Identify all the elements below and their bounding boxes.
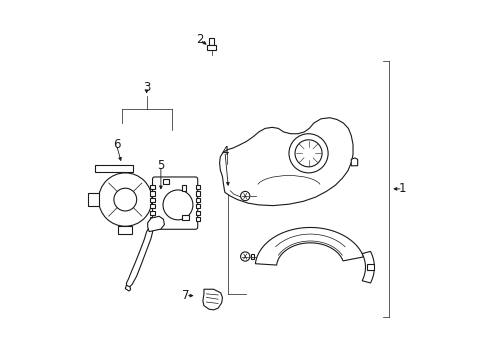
Text: 6: 6 bbox=[112, 138, 120, 151]
Polygon shape bbox=[181, 185, 185, 191]
Circle shape bbox=[240, 252, 249, 261]
Polygon shape bbox=[195, 192, 200, 195]
Polygon shape bbox=[250, 255, 254, 259]
Polygon shape bbox=[150, 204, 154, 208]
Polygon shape bbox=[95, 165, 133, 172]
Polygon shape bbox=[118, 226, 132, 234]
Polygon shape bbox=[125, 285, 130, 291]
Polygon shape bbox=[350, 158, 357, 166]
Polygon shape bbox=[163, 179, 168, 184]
Polygon shape bbox=[147, 216, 164, 231]
Circle shape bbox=[114, 188, 137, 211]
Polygon shape bbox=[181, 215, 188, 220]
Text: 7: 7 bbox=[182, 289, 189, 302]
Polygon shape bbox=[150, 192, 154, 195]
Polygon shape bbox=[195, 217, 200, 221]
Polygon shape bbox=[126, 227, 152, 288]
Text: 5: 5 bbox=[157, 159, 164, 172]
Polygon shape bbox=[207, 45, 216, 50]
Circle shape bbox=[240, 192, 249, 201]
Polygon shape bbox=[195, 204, 200, 208]
Polygon shape bbox=[209, 38, 214, 45]
Polygon shape bbox=[195, 198, 200, 202]
Polygon shape bbox=[203, 289, 222, 310]
Polygon shape bbox=[150, 217, 154, 221]
Polygon shape bbox=[366, 264, 374, 270]
Text: 1: 1 bbox=[398, 183, 406, 195]
Polygon shape bbox=[195, 185, 200, 189]
Polygon shape bbox=[150, 198, 154, 202]
Circle shape bbox=[288, 134, 327, 173]
Polygon shape bbox=[88, 193, 99, 206]
Polygon shape bbox=[195, 211, 200, 215]
Text: 3: 3 bbox=[142, 81, 150, 94]
Polygon shape bbox=[150, 211, 154, 215]
Circle shape bbox=[99, 173, 152, 226]
FancyBboxPatch shape bbox=[152, 177, 197, 229]
Polygon shape bbox=[255, 228, 363, 265]
Polygon shape bbox=[219, 118, 352, 206]
Polygon shape bbox=[150, 185, 154, 189]
Polygon shape bbox=[362, 251, 374, 283]
Text: 2: 2 bbox=[196, 33, 203, 46]
Text: 4: 4 bbox=[221, 145, 228, 158]
